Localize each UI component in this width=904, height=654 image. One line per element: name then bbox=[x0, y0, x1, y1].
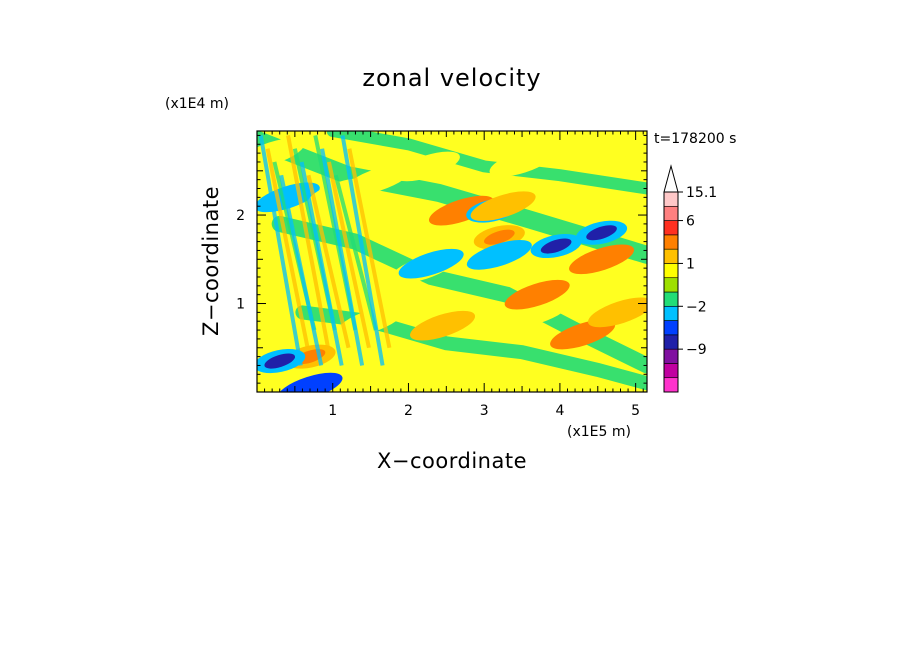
contour-feature bbox=[595, 131, 647, 160]
colorbar-swatch bbox=[663, 377, 679, 393]
contour-feature bbox=[466, 240, 532, 270]
contour-streak bbox=[299, 161, 344, 366]
contour-feature bbox=[540, 238, 572, 254]
contour-feature bbox=[470, 191, 536, 222]
y-tick-label: 1 bbox=[236, 297, 245, 313]
colorbar-swatch bbox=[663, 220, 679, 236]
plot-area bbox=[257, 131, 647, 392]
colorbar-frame bbox=[663, 191, 679, 393]
contour-streak bbox=[265, 148, 310, 349]
contour-band bbox=[257, 131, 647, 264]
x-axis-label: X−coordinate bbox=[377, 449, 527, 473]
contour-streak bbox=[279, 174, 324, 366]
contour-feature bbox=[489, 147, 555, 177]
colorbar-swatch bbox=[663, 334, 679, 350]
contour-feature bbox=[277, 372, 343, 392]
colorbar-label: 6 bbox=[686, 214, 695, 230]
x-unit-label: (x1E5 m) bbox=[567, 424, 631, 440]
contour-streak bbox=[340, 135, 385, 366]
contour-streak bbox=[286, 135, 331, 349]
colorbar-swatch bbox=[663, 348, 679, 364]
contour-streak bbox=[333, 174, 378, 331]
colorbar-swatch bbox=[663, 248, 679, 264]
contour-feature bbox=[410, 310, 476, 341]
x-tick-label: 5 bbox=[631, 403, 640, 419]
colorbar-label: −9 bbox=[686, 342, 707, 358]
contour-streak bbox=[326, 161, 371, 349]
contour-feature bbox=[459, 363, 525, 392]
plot-frame bbox=[256, 130, 648, 393]
x-tick-label: 4 bbox=[555, 403, 564, 419]
y-tick-label: 2 bbox=[236, 208, 245, 224]
y-unit-label: (x1E4 m) bbox=[165, 96, 229, 112]
contour-band bbox=[326, 131, 647, 195]
colorbar-swatch bbox=[663, 320, 679, 336]
contour-feature bbox=[264, 353, 296, 369]
contour-feature bbox=[586, 225, 617, 241]
contour-feature bbox=[587, 297, 647, 328]
contour-streak bbox=[306, 174, 351, 349]
contour-streak bbox=[320, 148, 365, 366]
contour-streak bbox=[258, 135, 303, 366]
colorbar-extend-arrow bbox=[663, 164, 679, 193]
x-tick-label: 3 bbox=[480, 403, 489, 419]
colorbar-label: 15.1 bbox=[686, 185, 717, 201]
contour-feature bbox=[569, 244, 635, 275]
contour-feature bbox=[504, 297, 570, 328]
colorbar-swatch bbox=[663, 291, 679, 307]
colorbar-swatch bbox=[663, 305, 679, 321]
x-tick-label: 2 bbox=[404, 403, 413, 419]
time-label: t=178200 s bbox=[654, 131, 736, 147]
x-tick-label: 1 bbox=[328, 403, 337, 419]
y-axis-label: Z−coordinate bbox=[199, 186, 223, 336]
colorbar-swatch bbox=[663, 191, 679, 207]
contour-feature bbox=[345, 164, 411, 195]
contour-feature bbox=[484, 229, 515, 245]
chart-title: zonal velocity bbox=[362, 64, 541, 92]
colorbar-label: 1 bbox=[686, 256, 695, 272]
colorbar: 15.1 6 1 −2 −9 bbox=[663, 164, 717, 393]
colorbar-swatch bbox=[663, 277, 679, 293]
colorbar-swatch bbox=[663, 363, 679, 379]
colorbar-label: −2 bbox=[686, 299, 707, 315]
contour-feature bbox=[394, 151, 460, 182]
colorbar-swatch bbox=[663, 234, 679, 250]
contour-feature bbox=[398, 248, 464, 279]
axis-ticks: 1 2 3 4 5 1 2 bbox=[236, 131, 647, 419]
colorbar-swatch bbox=[663, 205, 679, 221]
contour-feature bbox=[504, 279, 570, 310]
contour-streak bbox=[347, 148, 392, 349]
colorbar-swatch bbox=[663, 263, 679, 279]
contour-feature bbox=[428, 195, 494, 226]
